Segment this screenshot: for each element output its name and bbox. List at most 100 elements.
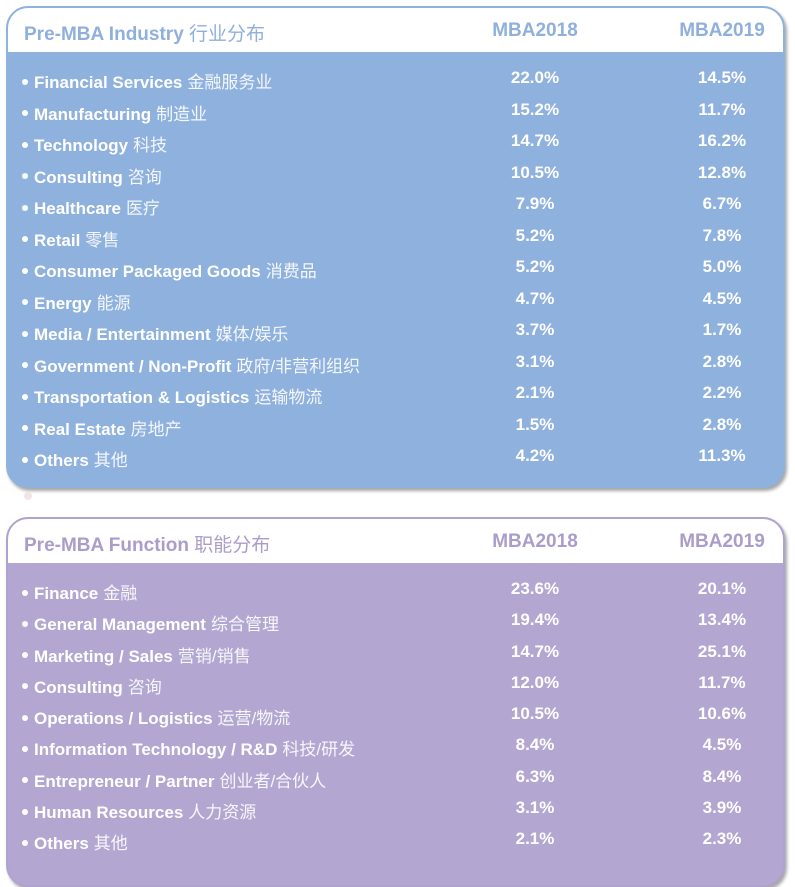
value-mba2019: 6.7% <box>702 194 742 213</box>
value-mba2019: 11.7% <box>698 672 746 692</box>
value-mba2018: 5.2% <box>515 257 555 276</box>
decorative-dot <box>24 492 32 500</box>
value-mba2018: 12.0% <box>510 672 560 692</box>
value-mba2018: 14.7% <box>510 131 560 150</box>
row-label-zh: 房地产 <box>130 419 182 439</box>
row-label: Operations / Logistics 运营/物流 <box>22 704 290 729</box>
row-label-zh: 运营/物流 <box>217 709 291 729</box>
table-row: Finance 金融 23.6% 20.1% <box>8 574 783 605</box>
row-label: Energy 能源 <box>22 289 131 314</box>
function-table-title: Pre-MBA Function 职能分布 <box>24 530 270 557</box>
row-label: Government / Non-Profit 政府/非营利组织 <box>22 352 360 377</box>
table-row: Retail 零售 5.2% 7.8% <box>8 221 783 253</box>
row-label-zh: 咨询 <box>127 677 162 697</box>
bullet-icon <box>22 808 28 815</box>
table-row: Consulting 咨询 12.0% 11.7% <box>8 668 783 699</box>
row-label: Technology 科技 <box>22 131 167 156</box>
bullet-icon <box>22 652 28 659</box>
table-row: Consulting 咨询 10.5% 12.8% <box>8 158 783 190</box>
table-row: Entrepreneur / Partner 创业者/合伙人 6.3% 8.4% <box>8 762 783 793</box>
bullet-icon <box>22 236 28 243</box>
bullet-icon <box>22 267 28 274</box>
bullet-icon <box>22 141 28 148</box>
bullet-icon <box>22 839 28 846</box>
row-label-zh: 创业者/合伙人 <box>219 771 327 791</box>
row-label-en: Consumer Packaged Goods <box>34 262 261 281</box>
bullet-icon <box>22 393 28 400</box>
value-mba2019: 2.8% <box>702 414 742 434</box>
value-mba2019: 4.5% <box>702 735 742 755</box>
row-label-en: Manufacturing <box>34 104 152 124</box>
row-label-en: Technology <box>34 136 129 155</box>
row-label-zh: 科技 <box>133 136 168 155</box>
bullet-icon <box>22 362 28 369</box>
row-label-zh: 医疗 <box>125 199 160 218</box>
row-label: Consulting 咨询 <box>22 673 162 698</box>
row-label-zh: 其他 <box>93 834 128 854</box>
table-row: General Management 综合管理 19.4% 13.4% <box>8 605 783 636</box>
bullet-icon <box>22 456 28 463</box>
row-label-en: Media / Entertainment <box>34 325 211 344</box>
row-label-en: Operations / Logistics <box>34 709 213 729</box>
value-mba2018: 7.9% <box>515 194 555 213</box>
row-label-en: Information Technology / R&D <box>34 740 278 760</box>
row-label: Real Estate 房地产 <box>22 415 182 440</box>
value-mba2018: 19.4% <box>510 610 560 630</box>
row-label-en: Others <box>34 451 89 470</box>
function-rows: Finance 金融 23.6% 20.1% General Management 综合管… <box>8 563 783 856</box>
value-mba2018: 2.1% <box>515 383 555 402</box>
row-label: Others 其他 <box>22 829 128 854</box>
industry-table-title: Pre-MBA Industry 行业分布 <box>24 19 265 46</box>
bullet-icon <box>22 589 28 596</box>
row-label: Transportation & Logistics 运输物流 <box>22 383 322 408</box>
value-mba2019: 11.7% <box>698 99 746 119</box>
row-label: Media / Entertainment 媒体/娱乐 <box>22 320 288 345</box>
row-label-zh: 科技/研发 <box>282 740 356 760</box>
value-mba2019: 7.8% <box>702 225 742 245</box>
bullet-icon <box>22 299 28 306</box>
value-mba2019: 5.0% <box>702 257 742 276</box>
row-label-en: Real Estate <box>34 419 126 439</box>
value-mba2019: 10.6% <box>697 704 747 724</box>
table-row: Technology 科技 14.7% 16.2% <box>8 126 783 158</box>
row-label-zh: 综合管理 <box>210 615 279 635</box>
value-mba2019: 2.3% <box>702 829 742 849</box>
value-mba2018: 1.5% <box>515 414 555 434</box>
value-mba2018: 10.5% <box>510 162 560 182</box>
row-label: Consulting 咨询 <box>22 163 162 188</box>
row-label: Finance 金融 <box>22 579 137 604</box>
table-row: Energy 能源 4.7% 4.5% <box>8 284 783 316</box>
bullet-icon <box>22 204 28 211</box>
value-mba2018: 2.1% <box>515 829 555 849</box>
table-row: Operations / Logistics 运营/物流 10.5% 10.6% <box>8 699 783 730</box>
value-mba2018: 4.7% <box>515 288 555 308</box>
industry-table-header: Pre-MBA Industry 行业分布 MBA2018 MBA2019 <box>8 8 783 52</box>
row-label-en: General Management <box>34 615 206 635</box>
row-label-zh: 政府/非营利组织 <box>236 356 361 376</box>
title-zh: 行业分布 <box>189 24 266 45</box>
row-label-en: Entrepreneur / Partner <box>34 771 215 791</box>
value-mba2019: 2.8% <box>702 351 742 371</box>
row-label-en: Energy <box>34 293 92 313</box>
row-label-zh: 媒体/娱乐 <box>215 325 289 344</box>
row-label-zh: 营销/销售 <box>177 646 251 666</box>
row-label-en: Marketing / Sales <box>34 646 173 666</box>
value-mba2019: 11.3% <box>698 446 746 465</box>
value-mba2019: 13.4% <box>697 610 747 630</box>
industry-table: Pre-MBA Industry 行业分布 MBA2018 MBA2019 Fi… <box>6 6 785 488</box>
value-mba2019: 25.1% <box>697 641 747 661</box>
value-mba2019: 16.2% <box>697 131 747 150</box>
row-label: Entrepreneur / Partner 创业者/合伙人 <box>22 767 326 792</box>
row-label-zh: 消费品 <box>265 262 317 281</box>
column-header-mba2019: MBA2019 <box>679 531 765 552</box>
row-label-en: Human Resources <box>34 803 184 823</box>
table-row: Government / Non-Profit 政府/非营利组织 3.1% 2.8% <box>8 347 783 379</box>
row-label: Information Technology / R&D 科技/研发 <box>22 735 355 760</box>
table-row: Consumer Packaged Goods 消费品 5.2% 5.0% <box>8 252 783 284</box>
row-label: Financial Services 金融服务业 <box>22 68 272 93</box>
title-en: Pre-MBA Function <box>24 535 190 556</box>
row-label-zh: 运输物流 <box>254 388 323 407</box>
row-label: Others 其他 <box>22 446 128 471</box>
value-mba2018: 14.7% <box>510 641 560 661</box>
value-mba2018: 10.5% <box>510 704 560 724</box>
